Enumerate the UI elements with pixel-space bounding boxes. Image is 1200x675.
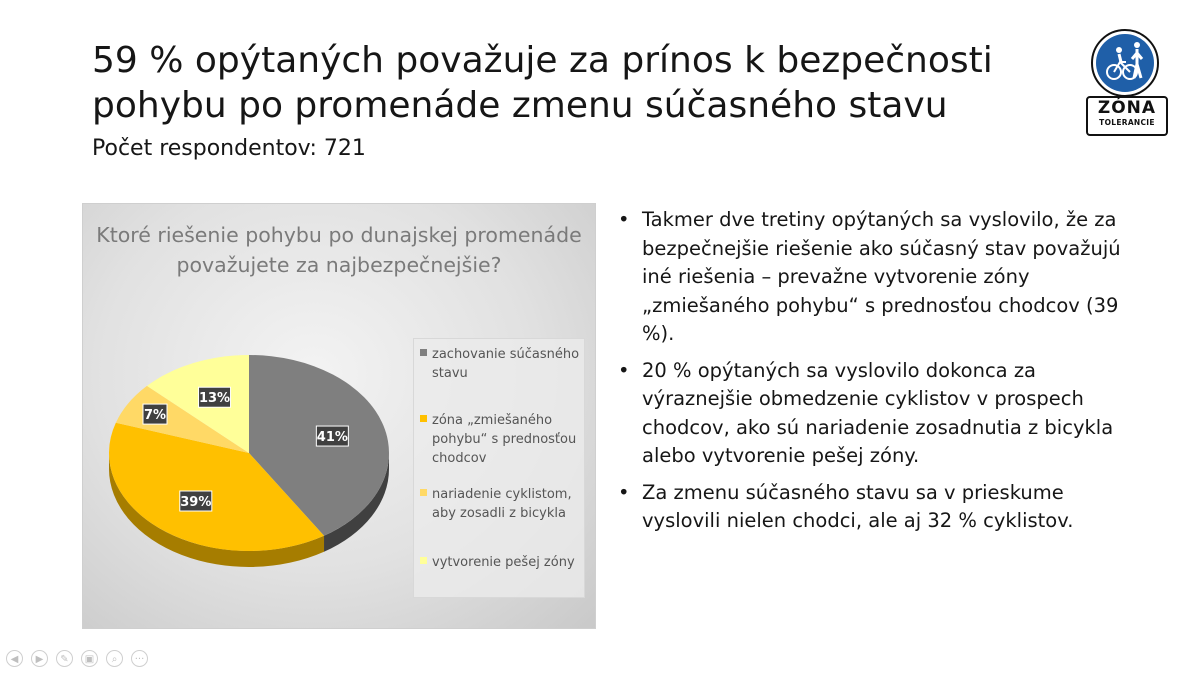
slides-icon[interactable]: ▣ <box>81 650 98 667</box>
chart-title: Ktoré riešenie pohybu po dunajskej prome… <box>96 223 582 277</box>
pie-data-label: 7% <box>142 403 168 425</box>
pie-data-label: 13% <box>198 386 232 408</box>
bullet-item: Takmer dve tretiny opýtaných sa vyslovil… <box>618 206 1138 349</box>
bullet-list: Takmer dve tretiny opýtaných sa vyslovil… <box>618 206 1138 544</box>
pie-chart: 41% 39% 7% 13% <box>109 355 389 567</box>
slide-subtitle: Počet respondentov: 721 <box>92 136 366 161</box>
pie-data-label: 39% <box>179 490 213 512</box>
pen-icon[interactable]: ✎ <box>56 650 73 667</box>
pie-slice <box>115 385 250 453</box>
legend-swatch <box>420 557 427 564</box>
pie-slice <box>109 422 325 551</box>
logo-word: ZÓNA <box>1097 98 1157 118</box>
bullet-item: 20 % opýtaných sa vyslovilo dokonca za v… <box>618 357 1138 471</box>
pedestrian-cyclist-sign-icon <box>1091 29 1159 97</box>
slide-title: 59 % opýtaných považuje za prínos k bezp… <box>92 40 993 126</box>
more-icon[interactable]: ··· <box>131 650 148 667</box>
zona-tolerancie-logo: ZÓNA TOLERANCIE <box>1086 28 1168 140</box>
pie-chart-panel: Ktoré riešenie pohybu po dunajskej prome… <box>82 203 596 629</box>
legend-swatch <box>420 489 427 496</box>
next-icon[interactable]: ▶ <box>31 650 48 667</box>
pie-data-label-text: 7% <box>144 408 166 423</box>
pie-data-label-text: 39% <box>180 495 211 510</box>
legend-swatch <box>420 415 427 422</box>
pie-slice <box>146 355 249 453</box>
chart-legend: zachovanie súčasného stavu zóna „zmiešané… <box>413 338 585 598</box>
zoom-icon[interactable]: ⌕ <box>106 650 123 667</box>
pie-slice-side <box>324 453 389 552</box>
pie-data-label: 41% <box>315 425 349 447</box>
pie-data-label-text: 41% <box>317 430 348 445</box>
legend-label: zachovanie súčasného stavu <box>432 347 580 381</box>
legend-label: nariadenie cyklistom, aby zosadli z bicy… <box>432 487 572 521</box>
bullet-item: Za zmenu súčasného stavu sa v prieskume … <box>618 479 1138 536</box>
legend-swatch <box>420 349 427 356</box>
pie-slice-side <box>109 453 325 567</box>
logo-badge: ZÓNA TOLERANCIE <box>1086 96 1168 136</box>
pie-data-label-text: 13% <box>199 391 230 406</box>
logo-subword: TOLERANCIE <box>1099 118 1155 127</box>
legend-label: vytvorenie pešej zóny <box>432 555 575 570</box>
previous-icon[interactable]: ◀ <box>6 650 23 667</box>
legend-label: zóna „zmiešaného pohybu“ s prednosťou ch… <box>432 413 577 466</box>
